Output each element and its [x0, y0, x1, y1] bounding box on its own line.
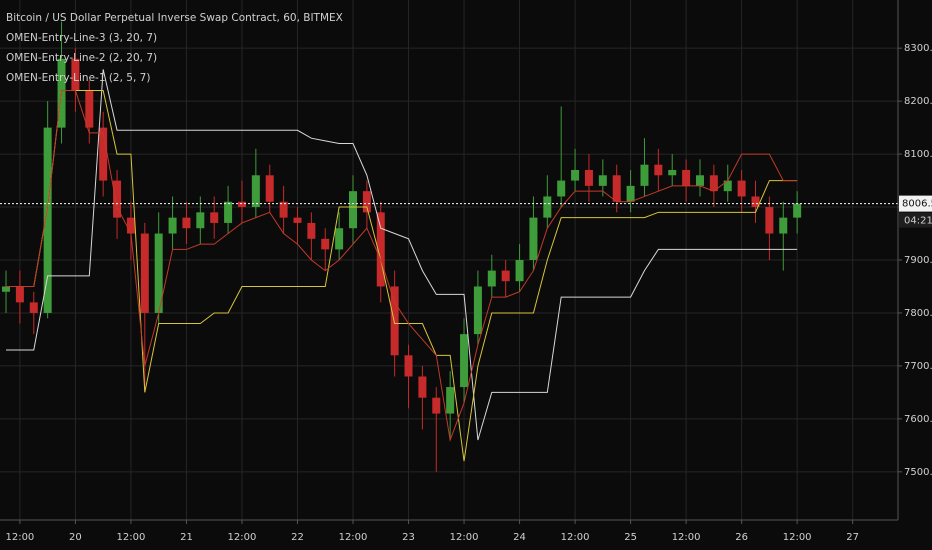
candle-body	[349, 191, 358, 229]
candle-body	[473, 286, 482, 335]
candle-body	[598, 175, 607, 186]
x-tick-label: 27	[846, 532, 859, 543]
candle-body	[251, 175, 260, 208]
x-tick-label: 12:00	[228, 532, 257, 543]
candle-body	[140, 233, 149, 313]
candle-body	[654, 164, 663, 176]
x-tick-label: 24	[513, 532, 526, 543]
candle-body	[793, 203, 802, 218]
candle-body	[584, 169, 593, 186]
candle-body	[682, 169, 691, 186]
candle-body	[432, 397, 441, 414]
x-tick-label: 12:00	[5, 532, 34, 543]
candle-body	[515, 260, 524, 282]
candle-body	[29, 302, 38, 313]
candle-body	[71, 58, 80, 91]
candle-body	[723, 180, 732, 192]
candle-body	[237, 201, 246, 208]
legend-entry: OMEN-Entry-Line-2 (2, 20, 7)	[6, 52, 157, 64]
candle-body	[15, 286, 24, 303]
candle-body	[557, 180, 566, 197]
candle-body	[571, 169, 580, 181]
x-tick-label: 12:00	[783, 532, 812, 543]
candle-body	[293, 217, 302, 223]
candle-body	[529, 217, 538, 260]
y-tick-label: 7500.0	[904, 467, 932, 478]
candle-body	[404, 355, 413, 377]
candle-body	[335, 228, 344, 250]
y-tick-label: 7900.0	[904, 255, 932, 266]
y-tick-label: 8100.0	[904, 149, 932, 160]
candle-body	[446, 387, 455, 414]
candle-body	[279, 201, 288, 218]
candle-body	[376, 212, 385, 287]
x-tick-label: 12:00	[450, 532, 479, 543]
y-tick-label: 7700.0	[904, 361, 932, 372]
x-tick-label: 26	[735, 532, 748, 543]
x-tick-label: 12:00	[117, 532, 146, 543]
candle-body	[390, 286, 399, 356]
candle-body	[99, 127, 108, 181]
legend-entry: OMEN-Entry-Line-3 (3, 20, 7)	[6, 32, 157, 44]
countdown-box	[899, 212, 932, 228]
y-tick-label: 7800.0	[904, 308, 932, 319]
last-price-box	[899, 195, 932, 212]
candle-body	[543, 196, 552, 218]
candle-body	[265, 175, 274, 202]
candle-body	[307, 222, 316, 239]
indicator-line	[6, 90, 798, 442]
x-tick-label: 25	[624, 532, 637, 543]
candle-body	[113, 180, 122, 218]
plot-area	[0, 21, 898, 472]
candle-body	[154, 233, 163, 313]
candle-body	[182, 217, 191, 229]
candle-body	[779, 217, 788, 234]
candle-body	[487, 270, 496, 287]
candle-body	[210, 212, 219, 223]
legend-entry: OMEN-Entry-Line-1 (2, 5, 7)	[6, 72, 150, 84]
candle-body	[168, 217, 177, 234]
x-tick-label: 22	[291, 532, 304, 543]
x-tick-label: 12:00	[339, 532, 368, 543]
candle-body	[460, 334, 469, 388]
candle-body	[709, 175, 718, 192]
candle-body	[224, 201, 233, 223]
last-price-label: 8006.5	[902, 199, 932, 210]
x-tick-label: 21	[180, 532, 193, 543]
candle-body	[612, 175, 621, 202]
indicator-line	[6, 90, 798, 462]
y-tick-label: 8300.0	[904, 43, 932, 54]
candle-body	[196, 212, 205, 229]
indicator-line	[6, 69, 798, 441]
x-tick-label: 12:00	[672, 532, 701, 543]
candle-body	[43, 127, 52, 313]
y-tick-label: 8200.0	[904, 96, 932, 107]
candle-body	[626, 185, 635, 202]
x-tick-label: 23	[402, 532, 415, 543]
candle-body	[751, 196, 760, 208]
x-tick-label: 12:00	[561, 532, 590, 543]
candle-body	[737, 180, 746, 197]
candle-body	[765, 207, 774, 234]
y-tick-label: 7600.0	[904, 414, 932, 425]
candle-body	[85, 90, 94, 128]
candle-body	[640, 164, 649, 186]
candle-body	[126, 217, 135, 234]
candle-body	[668, 169, 677, 176]
candle-body	[321, 238, 330, 250]
chart-title: Bitcoin / US Dollar Perpetual Inverse Sw…	[6, 12, 343, 24]
x-tick-label: 20	[69, 532, 82, 543]
candle-body	[695, 175, 704, 186]
candle-body	[418, 376, 427, 398]
candle-body	[501, 270, 510, 282]
candle-body	[2, 286, 11, 292]
candle-body	[362, 191, 371, 213]
countdown-label: 04:21	[904, 216, 932, 227]
